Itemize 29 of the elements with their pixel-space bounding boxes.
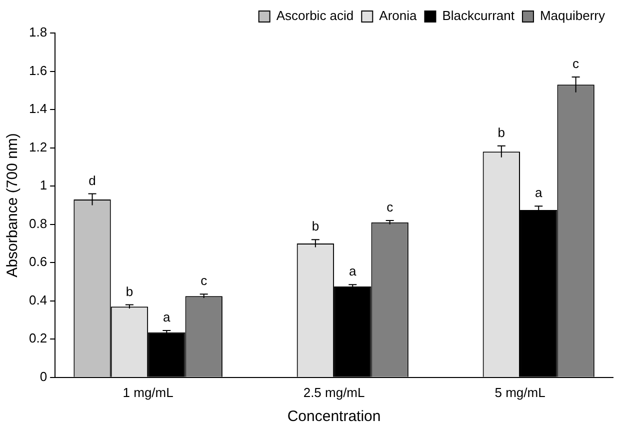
- y-tick-label: 0.4: [28, 292, 48, 308]
- y-axis-title: Absorbance (700 nm): [4, 133, 22, 278]
- x-tick-label: 2.5 mg/mL: [303, 384, 365, 400]
- y-tick-label: 0.6: [28, 254, 48, 270]
- legend-label: Maquiberry: [540, 8, 606, 24]
- data-label: a: [163, 310, 172, 325]
- data-label: a: [349, 264, 358, 279]
- data-label: c: [200, 273, 208, 288]
- y-tick-label: 1.2: [28, 139, 48, 154]
- y-tick-label: 1: [40, 178, 48, 193]
- y-tick-label: 0: [40, 368, 48, 384]
- y-tick-label: 1.8: [28, 24, 48, 40]
- legend-label: Blackcurrant: [442, 8, 515, 24]
- data-label: c: [572, 56, 580, 72]
- legend-label: Aronia: [379, 8, 418, 24]
- y-tick-label: 1.6: [28, 62, 48, 78]
- x-axis-title: Concentration: [287, 408, 381, 426]
- y-tick-label: 0.2: [28, 330, 48, 346]
- data-label: a: [534, 185, 543, 200]
- data-label: b: [126, 284, 134, 299]
- data-label: c: [386, 200, 394, 215]
- y-tick-label: 1.4: [28, 101, 48, 116]
- data-label: b: [498, 124, 506, 140]
- y-tick-label: 0.8: [28, 216, 48, 231]
- data-label: d: [88, 172, 96, 188]
- x-tick-label: 1 mg/mL: [122, 384, 174, 400]
- data-label: b: [312, 218, 320, 234]
- legend-label: Ascorbic acid: [276, 8, 354, 24]
- x-tick-label: 5 mg/mL: [494, 384, 546, 400]
